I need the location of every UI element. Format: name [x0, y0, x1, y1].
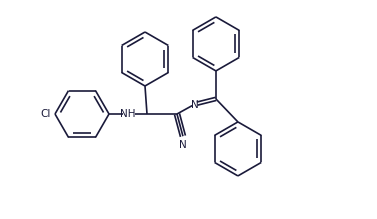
Text: N: N	[191, 100, 199, 110]
Text: N: N	[179, 140, 187, 150]
Text: NH: NH	[120, 109, 136, 119]
Text: Cl: Cl	[41, 109, 51, 119]
